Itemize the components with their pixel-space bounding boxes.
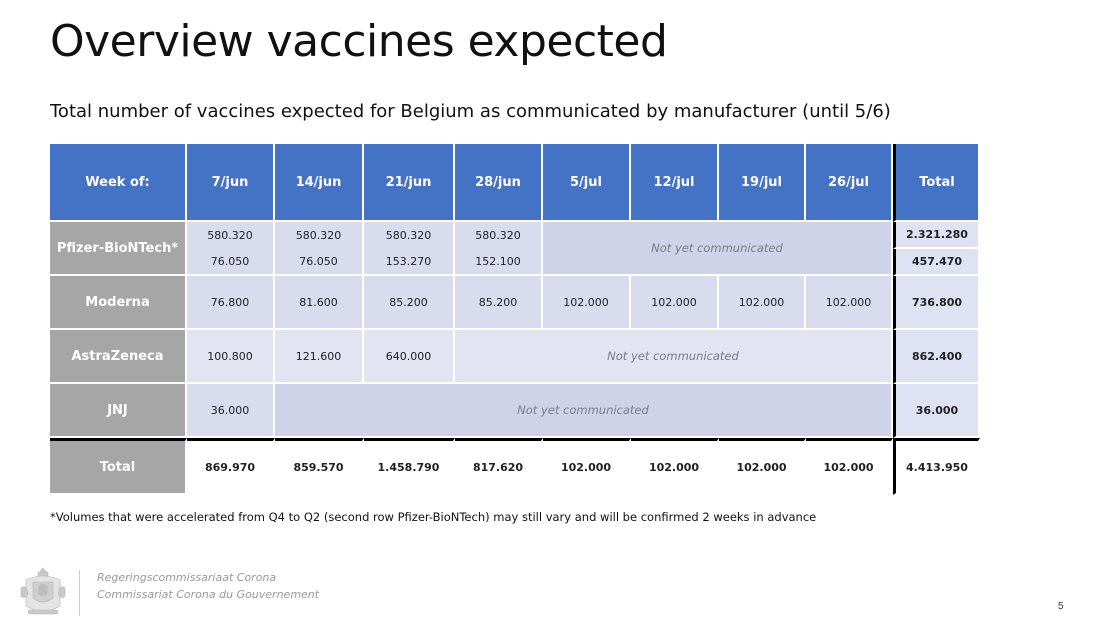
row-label-moderna: Moderna [50,276,187,330]
total-header: Total [893,144,980,222]
table-row-jnj: JNJ 36.000 Not yet communicated 36.000 [50,384,980,438]
total-cell: 2.321.280 [893,222,980,249]
not-communicated-cell: Not yet communicated [275,384,893,438]
table-cell: 102.000 [631,276,719,330]
belgian-coat-of-arms-icon [20,567,66,615]
org-name-nl: Regeringscommissariaat Corona [97,571,277,584]
table-cell: 817.620 [455,438,543,495]
week-of-label: Week of: [50,144,187,222]
table-cell: 580.320 [187,222,275,249]
row-label-total: Total [50,438,187,495]
not-communicated-cell: Not yet communicated [455,330,893,384]
week-header: 19/jul [719,144,806,222]
week-header: 14/jun [275,144,364,222]
table-row-pfizer-2: 76.050 76.050 153.270 152.100 457.470 [50,249,980,276]
week-header: 26/jul [806,144,893,222]
table-cell: 85.200 [455,276,543,330]
week-header: 21/jun [364,144,455,222]
org-name-fr: Commissariat Corona du Gouvernement [97,588,320,601]
table-row-moderna: Moderna 76.800 81.600 85.200 85.200 102.… [50,276,980,330]
header-row: Week of: 7/jun 14/jun 21/jun 28/jun 5/ju… [50,144,980,222]
page-number: 5 [1058,601,1064,612]
total-cell: 736.800 [893,276,980,330]
table-cell: 100.800 [187,330,275,384]
row-label-pfizer: Pfizer-BioNTech* [50,222,187,276]
week-header: 12/jul [631,144,719,222]
slide-subtitle: Total number of vaccines expected for Be… [50,101,891,122]
table-cell: 859.570 [275,438,364,495]
table-cell: 102.000 [631,438,719,495]
table-cell: 121.600 [275,330,364,384]
footnote: *Volumes that were accelerated from Q4 t… [50,510,817,524]
table-cell: 36.000 [187,384,275,438]
table-row-astrazeneca: AstraZeneca 100.800 121.600 640.000 Not … [50,330,980,384]
table-cell: 76.050 [187,249,275,276]
week-header: 7/jun [187,144,275,222]
total-cell: 862.400 [893,330,980,384]
table-cell: 81.600 [275,276,364,330]
week-header: 28/jun [455,144,543,222]
total-cell: 4.413.950 [893,438,980,495]
table-cell: 580.320 [455,222,543,249]
table-cell: 76.800 [187,276,275,330]
footer-divider [79,570,80,616]
row-label-jnj: JNJ [50,384,187,438]
table-cell: 152.100 [455,249,543,276]
table-row-total: Total 869.970 859.570 1.458.790 817.620 … [50,438,980,495]
total-cell: 457.470 [893,249,980,276]
week-header: 5/jul [543,144,631,222]
table-cell: 102.000 [543,276,631,330]
table-cell: 102.000 [719,276,806,330]
table-cell: 76.050 [275,249,364,276]
total-cell: 36.000 [893,384,980,438]
table-cell: 869.970 [187,438,275,495]
table-cell: 102.000 [543,438,631,495]
table-cell: 153.270 [364,249,455,276]
table-cell: 102.000 [806,438,893,495]
vaccines-table: Week of: 7/jun 14/jun 21/jun 28/jun 5/ju… [50,144,980,495]
not-communicated-cell: Not yet communicated [543,222,893,276]
table-cell: 102.000 [719,438,806,495]
table-cell: 102.000 [806,276,893,330]
table-cell: 580.320 [275,222,364,249]
table-cell: 1.458.790 [364,438,455,495]
slide-title: Overview vaccines expected [50,16,668,67]
table-cell: 85.200 [364,276,455,330]
table-cell: 580.320 [364,222,455,249]
table-row-pfizer-1: Pfizer-BioNTech* 580.320 580.320 580.320… [50,222,980,276]
table-cell: 640.000 [364,330,455,384]
row-label-astrazeneca: AstraZeneca [50,330,187,384]
